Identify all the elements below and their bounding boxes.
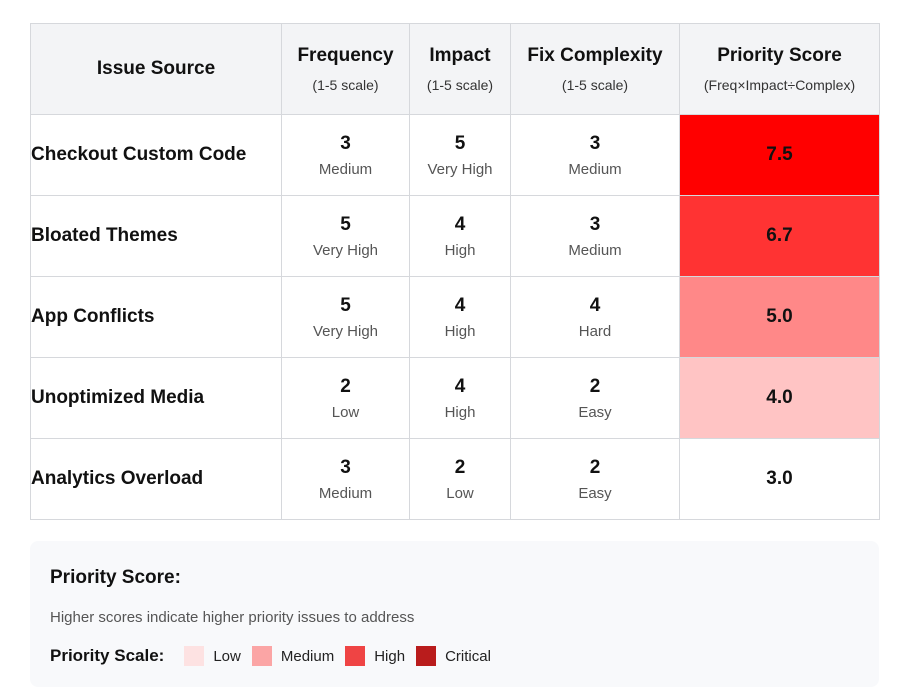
- priority-score-cell: 7.5: [679, 114, 880, 196]
- medium-label: Medium: [280, 647, 335, 665]
- high-swatch: [345, 646, 366, 666]
- complexity-value: 2: [589, 456, 601, 478]
- priority-table: Issue Source Frequency (1-5 scale) Impac…: [30, 23, 880, 520]
- impact-value: 2: [454, 456, 466, 478]
- table-row: App Conflicts 5 Very High 4 High 4 Hard …: [30, 276, 880, 358]
- header-frequency-title: Frequency: [297, 45, 394, 66]
- impact-value: 4: [454, 213, 466, 235]
- priority-legend: Priority Score: Higher scores indicate h…: [30, 541, 879, 687]
- frequency-value: 3: [340, 456, 351, 478]
- issue-source-cell: Unoptimized Media: [30, 357, 282, 439]
- complexity-cell: 3 Medium: [510, 195, 680, 277]
- frequency-cell: 2 Low: [281, 357, 410, 439]
- complexity-label: Medium: [568, 160, 622, 178]
- frequency-value: 3: [340, 132, 351, 154]
- header-impact-title: Impact: [429, 45, 491, 66]
- complexity-cell: 4 Hard: [510, 276, 680, 358]
- impact-label: Low: [446, 484, 474, 502]
- header-fix-complexity: Fix Complexity (1-5 scale): [510, 23, 680, 115]
- complexity-value: 3: [589, 213, 601, 235]
- low-swatch: [184, 646, 205, 666]
- impact-label: Very High: [427, 160, 493, 178]
- header-score-title: Priority Score: [717, 45, 842, 66]
- table-row: Unoptimized Media 2 Low 4 High 2 Easy 4.…: [30, 357, 880, 439]
- scale-item-low: Low: [184, 646, 241, 666]
- impact-value: 4: [454, 375, 466, 397]
- complexity-cell: 2 Easy: [510, 438, 680, 520]
- frequency-label: Medium: [318, 484, 373, 502]
- frequency-label: Very High: [312, 322, 379, 340]
- priority-score-cell: 6.7: [679, 195, 880, 277]
- header-frequency-scale: (1-5 scale): [312, 77, 379, 93]
- frequency-cell: 3 Medium: [281, 438, 410, 520]
- header-issue-source: Issue Source: [30, 23, 282, 115]
- impact-label: High: [444, 241, 476, 259]
- issue-source-cell: Analytics Overload: [30, 438, 282, 520]
- issue-source-cell: Checkout Custom Code: [30, 114, 282, 196]
- complexity-cell: 2 Easy: [510, 357, 680, 439]
- impact-cell: 5 Very High: [409, 114, 511, 196]
- complexity-value: 4: [589, 294, 601, 316]
- complexity-value: 3: [589, 132, 601, 154]
- impact-value: 4: [454, 294, 466, 316]
- frequency-cell: 3 Medium: [281, 114, 410, 196]
- table-row: Checkout Custom Code 3 Medium 5 Very Hig…: [30, 114, 880, 196]
- frequency-value: 2: [340, 375, 351, 397]
- scale-item-high: High: [345, 646, 405, 666]
- header-impact: Impact (1-5 scale): [409, 23, 511, 115]
- low-label: Low: [213, 647, 241, 665]
- issue-source-cell: App Conflicts: [30, 276, 282, 358]
- frequency-label: Very High: [312, 241, 379, 259]
- complexity-label: Easy: [578, 403, 612, 421]
- priority-score-cell: 3.0: [679, 438, 880, 520]
- frequency-cell: 5 Very High: [281, 195, 410, 277]
- priority-score-cell: 5.0: [679, 276, 880, 358]
- legend-description: Higher scores indicate higher priority i…: [50, 609, 415, 626]
- complexity-value: 2: [589, 375, 601, 397]
- impact-label: High: [444, 322, 476, 340]
- priority-score-cell: 4.0: [679, 357, 880, 439]
- legend-title: Priority Score:: [50, 567, 181, 588]
- header-complexity-scale: (1-5 scale): [561, 77, 629, 93]
- header-row: Issue Source Frequency (1-5 scale) Impac…: [30, 23, 880, 115]
- header-priority-score: Priority Score (Freq×Impact÷Complex): [679, 23, 880, 115]
- complexity-label: Medium: [568, 241, 622, 259]
- impact-cell: 4 High: [409, 357, 511, 439]
- high-label: High: [374, 647, 406, 665]
- header-score-formula: (Freq×Impact÷Complex): [703, 77, 856, 93]
- impact-cell: 2 Low: [409, 438, 511, 520]
- header-complexity-title: Fix Complexity: [527, 45, 663, 66]
- impact-cell: 4 High: [409, 276, 511, 358]
- table-row: Bloated Themes 5 Very High 4 High 3 Medi…: [30, 195, 880, 277]
- priority-scale: Priority Scale: Low Medium High Critical: [50, 645, 502, 667]
- issue-source-cell: Bloated Themes: [30, 195, 282, 277]
- scale-item-critical: Critical: [416, 646, 491, 666]
- impact-value: 5: [454, 132, 466, 154]
- table-row: Analytics Overload 3 Medium 2 Low 2 Easy…: [30, 438, 880, 520]
- frequency-label: Low: [331, 403, 360, 421]
- complexity-label: Hard: [578, 322, 612, 340]
- impact-label: High: [444, 403, 476, 421]
- critical-label: Critical: [445, 647, 491, 665]
- critical-swatch: [416, 646, 437, 666]
- medium-swatch: [251, 646, 272, 666]
- impact-cell: 4 High: [409, 195, 511, 277]
- header-impact-scale: (1-5 scale): [426, 77, 494, 93]
- complexity-cell: 3 Medium: [510, 114, 680, 196]
- priority-scale-label: Priority Scale:: [50, 646, 165, 665]
- header-frequency: Frequency (1-5 scale): [281, 23, 410, 115]
- complexity-label: Easy: [578, 484, 612, 502]
- frequency-cell: 5 Very High: [281, 276, 410, 358]
- frequency-value: 5: [340, 294, 351, 316]
- scale-item-medium: Medium: [251, 646, 335, 666]
- frequency-value: 5: [340, 213, 351, 235]
- frequency-label: Medium: [318, 160, 373, 178]
